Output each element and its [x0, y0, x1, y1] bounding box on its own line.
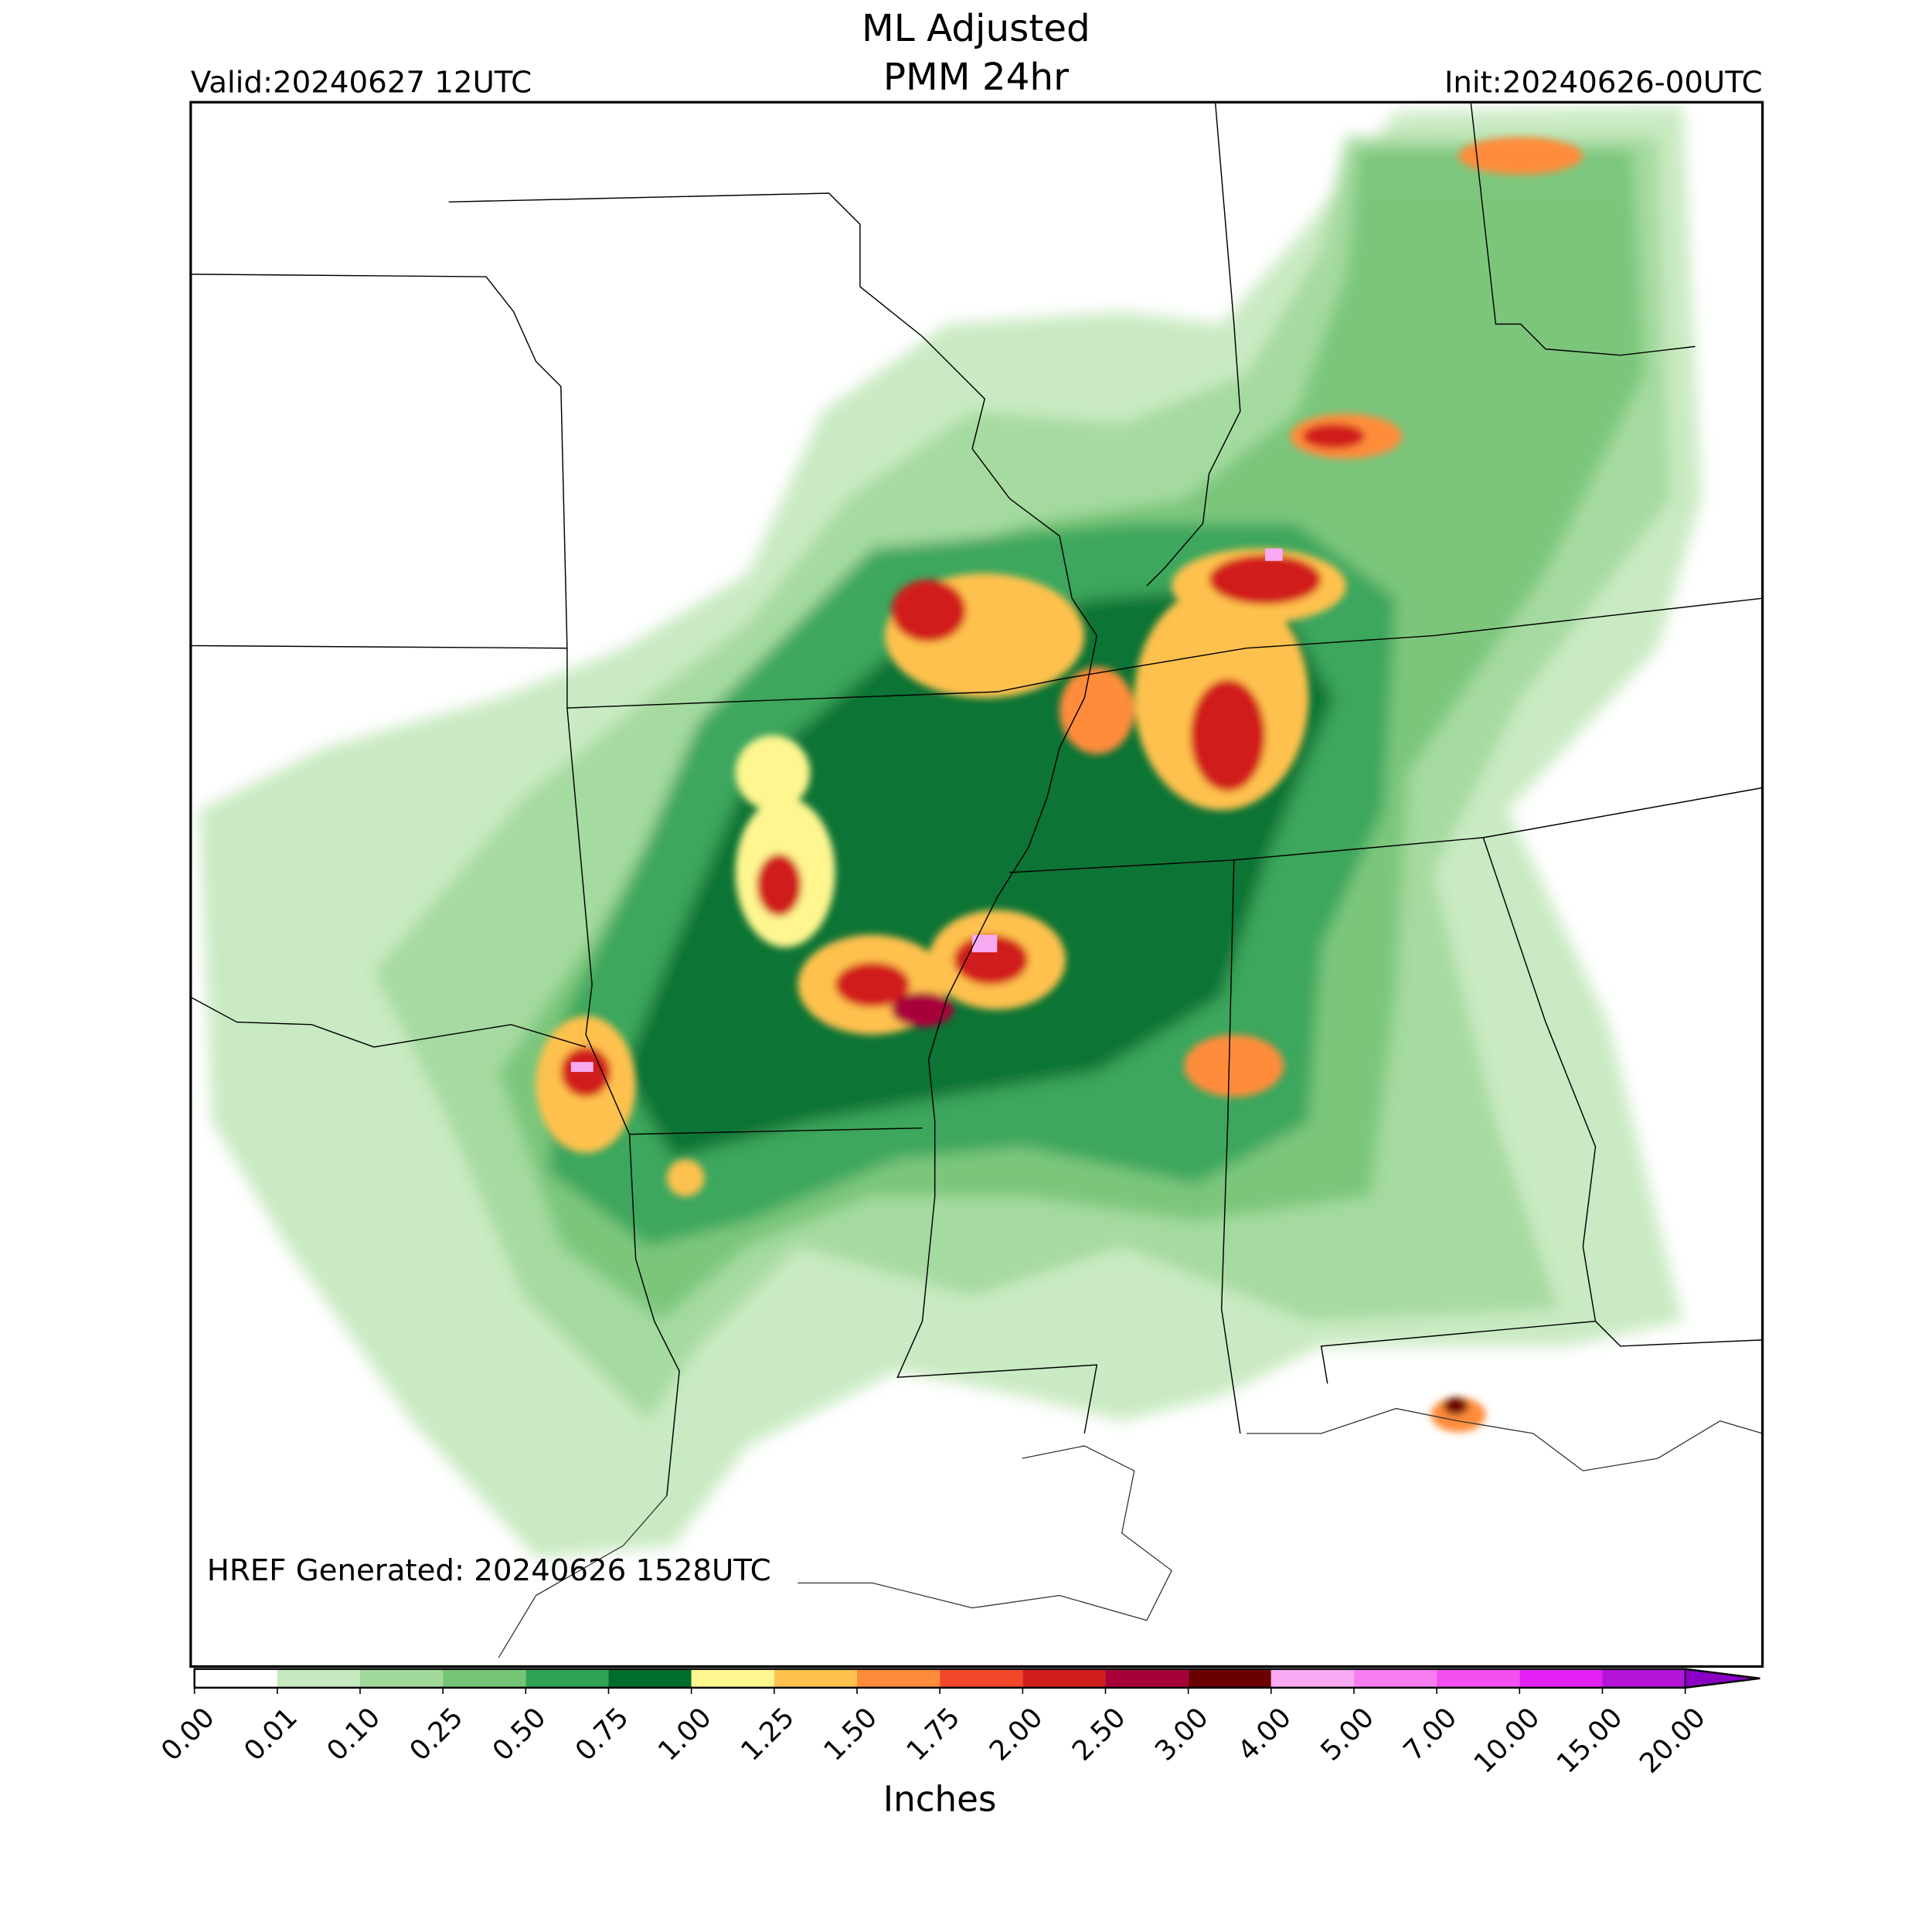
precip-field [199, 106, 1702, 1559]
colorbar-tick-label: 0.01 [238, 1702, 304, 1767]
colorbar-outline [193, 1668, 1760, 1689]
colorbar-tick-label: 0.25 [403, 1702, 469, 1767]
colorbar-segment [526, 1668, 609, 1688]
colorbar-tick-label: 2.00 [984, 1702, 1049, 1767]
colorbar-tick-label: 1.25 [735, 1702, 801, 1767]
colorbar-tick-label: 20.00 [1634, 1702, 1712, 1780]
colorbar-tick-label: 10.00 [1468, 1702, 1546, 1780]
title-line-1: ML Adjusted [862, 7, 1090, 50]
init-time: Init:20240626-00UTC [1444, 65, 1763, 100]
colorbar-segment [1519, 1668, 1603, 1688]
colorbar-extend [1684, 1668, 1760, 1689]
valid-time: Valid:20240627 12UTC [191, 65, 532, 100]
colorbar-tick-label: 7.00 [1397, 1702, 1463, 1767]
colorbar-tick-label: 3.00 [1149, 1702, 1215, 1767]
colorbar-segment [277, 1668, 360, 1688]
colorbar-tick-label: 4.00 [1232, 1702, 1298, 1767]
colorbar-segment [774, 1668, 857, 1688]
colorbar-segment [1602, 1668, 1685, 1688]
colorbar-tick-label: 0.75 [570, 1702, 635, 1767]
colorbar-segment [940, 1668, 1023, 1688]
colorbar-tick-label: 1.50 [818, 1702, 883, 1767]
colorbar-segment [359, 1668, 444, 1688]
generated-note: HREF Generated: 20240626 1528UTC [207, 1553, 771, 1588]
colorbar-tick-label: 0.10 [321, 1702, 386, 1767]
map-frame [189, 100, 1764, 1668]
colorbar-tick-label: 0.50 [487, 1702, 553, 1767]
colorbar-segment [1105, 1668, 1189, 1688]
colorbar-segment [856, 1668, 940, 1688]
colorbar-segment [691, 1668, 774, 1688]
colorbar-label: Inches [883, 1779, 997, 1820]
colorbar-tick-label: 0.00 [155, 1702, 221, 1767]
colorbar-segment [608, 1668, 692, 1688]
colorbar-tick-label: 5.00 [1315, 1702, 1380, 1767]
colorbar: 0.00 0.01 0.10 0.25 0.50 0.75 1.00 1.25 1.50 1.75… [155, 1668, 1760, 1780]
colorbar-segment [1270, 1668, 1354, 1688]
colorbar-tick-label: 2.50 [1066, 1702, 1132, 1767]
colorbar-tick-label: 1.75 [900, 1702, 966, 1767]
colorbar-segment [1353, 1668, 1437, 1688]
colorbar-segment [1188, 1668, 1271, 1688]
colorbar-tick-label: 15.00 [1551, 1702, 1629, 1780]
colorbar-segment [1437, 1668, 1520, 1688]
colorbar-segment [443, 1668, 526, 1688]
colorbar-segment [194, 1668, 277, 1688]
title-line-2: PMM 24hr [883, 56, 1069, 99]
colorbar-segment [1022, 1668, 1106, 1688]
colorbar-tick-label: 1.00 [652, 1702, 718, 1767]
boundaries [190, 102, 1763, 1658]
